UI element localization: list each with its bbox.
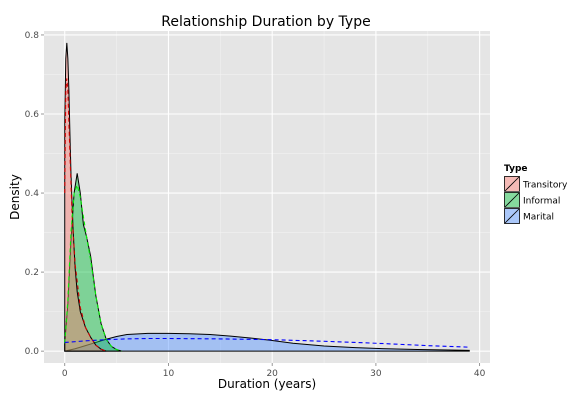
x-tick-label: 0 (62, 369, 68, 379)
legend: Type Transitory Informal Marital (503, 164, 568, 225)
legend-key-informal (503, 191, 521, 209)
legend-label: Marital (523, 213, 554, 223)
legend-items: Transitory Informal Marital (503, 175, 568, 225)
y-tick-label: 0.4 (25, 189, 40, 199)
x-tick-label: 40 (474, 369, 486, 379)
legend-key-transitory (503, 175, 521, 193)
x-axis-label: Duration (years) (218, 377, 316, 391)
y-tick-label: 0.8 (25, 31, 40, 41)
x-tick-label: 20 (266, 369, 278, 379)
y-tick-label: 0.2 (25, 268, 39, 278)
x-tick-label: 10 (163, 369, 175, 379)
y-axis-label: Density (8, 174, 22, 220)
legend-label: Transitory (522, 181, 568, 191)
reference-curve-informal (64, 183, 122, 352)
legend-title: Type (504, 164, 527, 174)
reference-curve-marital (64, 337, 470, 348)
reference-curve-transitory (64, 78, 107, 352)
x-axis-ticks: 0 10 20 30 40 (62, 363, 486, 379)
reference-curves (64, 78, 470, 352)
x-tick-label: 30 (370, 369, 382, 379)
plot-panel (44, 31, 490, 363)
legend-label: Informal (523, 197, 560, 207)
y-axis-ticks: 0.0 0.2 0.4 0.6 0.8 (25, 31, 44, 357)
y-tick-label: 0.0 (25, 347, 40, 357)
y-tick-label: 0.6 (25, 110, 40, 120)
legend-key-marital (503, 207, 521, 225)
chart-title: Relationship Duration by Type (161, 14, 370, 30)
